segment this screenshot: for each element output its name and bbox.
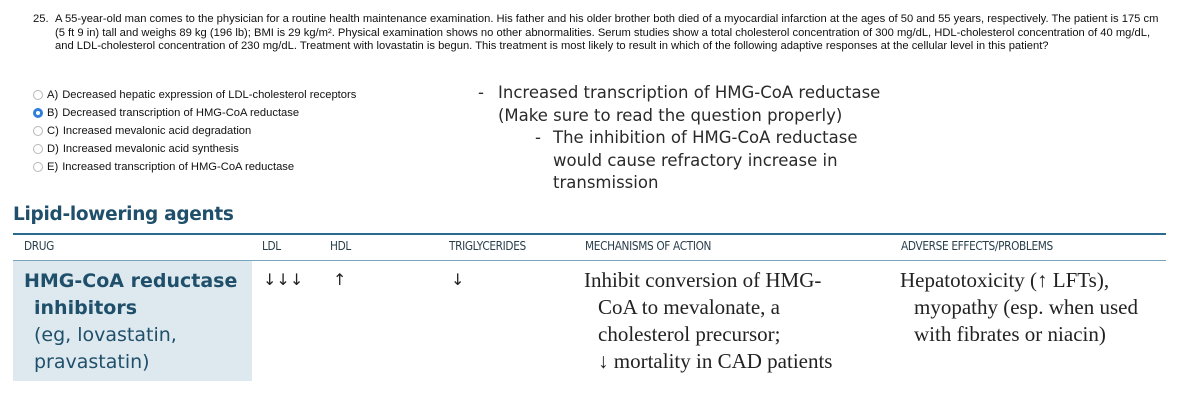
section-title: Lipid-lowering agents (13, 204, 234, 225)
drug-examples-line: (eg, lovastatin, (34, 324, 177, 346)
hdl-effect: ↑ (333, 270, 347, 289)
header-adverse-effects: ADVERSE EFFECTS/PROBLEMS (901, 239, 1053, 253)
study-notes: - Increased transcription of HMG-CoA red… (478, 82, 880, 195)
header-drug: DRUG (24, 239, 54, 253)
choice-letter: D) (47, 143, 59, 155)
mechanism-line: cholesterol precursor; (598, 322, 781, 346)
choice-e[interactable]: E) Increased transcription of HMG-CoA re… (33, 158, 356, 176)
header-ldl: LDL (262, 239, 281, 253)
choice-c[interactable]: C) Increased mevalonic acid degradation (33, 122, 356, 140)
note-text: transmission (553, 173, 659, 192)
header-mechanisms: MECHANISMS OF ACTION (585, 239, 712, 253)
choice-letter: B) (47, 107, 59, 119)
header-hdl: HDL (330, 239, 351, 253)
radio-selected-icon[interactable] (33, 108, 43, 118)
drug-name: HMG-CoA reductase inhibitors (eg, lovast… (24, 268, 237, 376)
note-text: The inhibition of HMG-CoA reductase (553, 128, 858, 147)
choice-d[interactable]: D) Increased mevalonic acid synthesis (33, 140, 356, 158)
mechanism-line: ↓ mortality in CAD patients (598, 349, 833, 373)
question-block: 25. A 55-year-old man comes to the physi… (33, 13, 1160, 54)
note-line: - The inhibition of HMG-CoA reductase (478, 127, 880, 150)
choice-letter: A) (47, 89, 59, 101)
answer-choices: A) Decreased hepatic expression of LDL-c… (33, 86, 356, 176)
choice-letter: E) (47, 161, 59, 173)
drug-examples-line: pravastatin) (34, 351, 150, 373)
note-line: transmission (478, 172, 880, 195)
radio-icon[interactable] (33, 90, 43, 100)
mechanism-text: Inhibit conversion of HMG- CoA to mevalo… (584, 267, 832, 375)
table-top-rule (13, 233, 1166, 235)
bullet-dash: - (535, 128, 541, 147)
note-line: - Increased transcription of HMG-CoA red… (478, 82, 880, 105)
drug-name-line: inhibitors (34, 297, 138, 319)
adverse-effects-line: Hepatotoxicity (↑ LFTs), (900, 268, 1110, 292)
triglycerides-effect: ↓ (451, 270, 465, 289)
radio-icon[interactable] (33, 144, 43, 154)
header-triglycerides: TRIGLYCERIDES (449, 239, 526, 253)
drug-name-line: HMG-CoA reductase (24, 270, 238, 292)
note-text: (Make sure to read the question properly… (498, 105, 843, 125)
choice-text: Decreased transcription of HMG-CoA reduc… (62, 107, 300, 119)
choice-b[interactable]: B) Decreased transcription of HMG-CoA re… (33, 104, 356, 122)
choice-text: Increased transcription of HMG-CoA reduc… (62, 161, 295, 173)
question-stem: A 55-year-old man comes to the physician… (55, 13, 1159, 53)
note-line: would cause refractory increase in (478, 150, 880, 173)
choice-letter: C) (47, 125, 59, 137)
adverse-effects-line: myopathy (esp. when used (914, 295, 1138, 319)
mechanism-line: Inhibit conversion of HMG- (584, 268, 822, 292)
header-rule (13, 260, 1166, 261)
adverse-effects-text: Hepatotoxicity (↑ LFTs), myopathy (esp. … (900, 267, 1138, 348)
radio-icon[interactable] (33, 126, 43, 136)
choice-text: Increased mevalonic acid synthesis (62, 143, 239, 155)
bullet-dash: - (478, 83, 484, 102)
mechanism-line: CoA to mevalonate, a (598, 295, 780, 319)
question-number: 25. (33, 13, 49, 25)
note-text: Increased transcription of HMG-CoA reduc… (498, 83, 881, 102)
choice-text: Decreased hepatic expression of LDL-chol… (62, 89, 357, 101)
ldl-effect: ↓↓↓ (263, 270, 304, 289)
drug-cell-background (13, 261, 252, 381)
note-line: (Make sure to read the question properly… (478, 105, 880, 128)
note-text: would cause refractory increase in (553, 150, 838, 170)
radio-icon[interactable] (33, 162, 43, 172)
adverse-effects-line: with fibrates or niacin) (914, 322, 1106, 346)
choice-a[interactable]: A) Decreased hepatic expression of LDL-c… (33, 86, 356, 104)
choice-text: Increased mevalonic acid degradation (62, 125, 252, 137)
